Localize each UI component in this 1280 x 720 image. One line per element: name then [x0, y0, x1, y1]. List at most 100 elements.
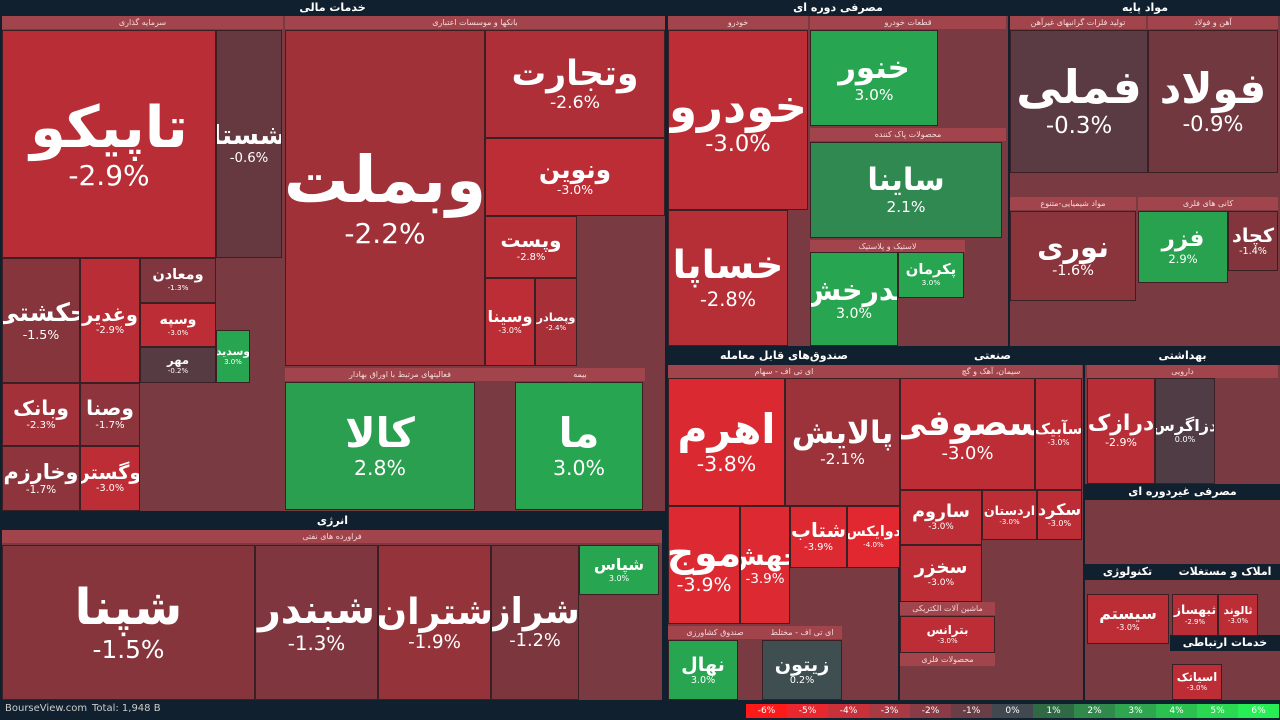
change: -2.9% — [68, 158, 150, 192]
ticker: وصنا — [86, 396, 134, 421]
stock-tile: وصنا -1.7% — [80, 383, 140, 446]
change: -3.9% — [804, 541, 833, 553]
stock-tile: وغدیر -2.9% — [80, 258, 140, 383]
legend-item: 4% — [1156, 704, 1197, 718]
change: -3.0% — [1047, 519, 1072, 528]
stock-tile: ثبهساز -2.9% — [1172, 594, 1218, 636]
ticker: وتجارت — [511, 53, 639, 94]
change: -2.2% — [344, 216, 426, 250]
stock-tile: ساینا 2.1% — [810, 142, 1002, 238]
ticker: وبملت — [285, 142, 485, 218]
legend-item: -3% — [869, 704, 910, 718]
stock-tile: خنور 3.0% — [810, 30, 938, 126]
ticker: ومعادن — [152, 267, 204, 284]
ticker: موج — [668, 530, 740, 575]
ticker: ونوین — [538, 154, 612, 184]
ticker: وگستر — [80, 461, 140, 485]
group-header: سرمایه گذاری — [2, 16, 283, 29]
ticker: سصوفی — [901, 402, 1034, 444]
change: -3.0% — [1116, 623, 1140, 632]
change: -3.0% — [556, 182, 594, 198]
legend-item: -2% — [910, 704, 951, 718]
ticker: شپنا — [74, 578, 183, 637]
stock-tile: پالایش -2.1% — [785, 378, 900, 506]
ticker: زیتون — [774, 652, 830, 676]
sector-header: صندوق‌های قابل معامله — [668, 348, 900, 364]
change: -1.2% — [509, 631, 561, 652]
sector-header: مواد پایه — [1010, 0, 1280, 16]
stock-tile: جهش-3.9% — [740, 506, 790, 624]
change: -1.3% — [167, 283, 189, 293]
sector-header: تکنولوژی — [1085, 564, 1170, 580]
stock-tile: وپست -2.8% — [485, 216, 577, 278]
sector-header: صنعتی — [900, 348, 1085, 364]
stock-tile: وبملت -2.2% — [285, 30, 485, 366]
site-name: BourseView.com — [5, 703, 88, 714]
ticker: سکرد — [1037, 500, 1082, 520]
legend-item: -5% — [787, 704, 828, 718]
group-header: محصولات پاک کننده — [810, 128, 1006, 141]
stock-tile: وخارزم -1.7% — [2, 446, 80, 511]
stock-tile: تاپیکو -2.9% — [2, 30, 216, 258]
change: -2.3% — [26, 419, 56, 431]
stock-tile: شپنا -1.5% — [2, 545, 255, 700]
change: -3.0% — [498, 326, 522, 336]
ticker: شتران — [378, 589, 491, 633]
change: -1.5% — [92, 634, 165, 664]
stock-tile: سیستم -3.0% — [1087, 594, 1169, 644]
ticker: شبندر — [257, 586, 376, 633]
stock-tile: وسینا -3.0% — [485, 278, 535, 366]
stock-tile: شپاس 3.0% — [579, 545, 659, 595]
group-header: صندوق کشاورزی — [668, 626, 762, 639]
stock-tile: فملی -0.3% — [1010, 30, 1148, 173]
stock-tile: بترانس -3.0% — [900, 616, 995, 653]
stock-tile: ثالوند -3.0% — [1218, 594, 1258, 636]
stock-tile: خودرو -3.0% — [668, 30, 808, 210]
ticker: فولاد — [1159, 63, 1267, 113]
change: 3.0% — [552, 456, 605, 481]
change: 3.0% — [921, 277, 941, 287]
change: -2.6% — [549, 92, 601, 113]
stock-tile: ومعادن -1.3% — [140, 258, 216, 303]
change: 3.0% — [608, 574, 630, 583]
stock-tile: شبندر -1.3% — [255, 545, 378, 700]
stock-tile: اردستان -3.0% — [982, 490, 1037, 540]
stock-tile: موج -3.9% — [668, 506, 740, 624]
legend-item: -6% — [746, 704, 787, 718]
group-header: مواد شیمیایی-متنوع — [1010, 197, 1136, 210]
change: -2.9% — [1184, 617, 1206, 626]
ticker: مهر — [167, 353, 189, 368]
stock-tile: نهال 3.0% — [668, 640, 738, 700]
change: -0.2% — [167, 367, 189, 376]
stock-tile: فزر 2.9% — [1138, 211, 1228, 283]
stock-tile: اهرم -3.8% — [668, 378, 785, 506]
ticker: ساروم — [912, 501, 970, 522]
group-header: بیمه — [515, 368, 645, 381]
legend-item: 3% — [1115, 704, 1156, 718]
change: -3.0% — [167, 327, 189, 337]
change: -3.0% — [1047, 437, 1070, 447]
group-header: خودرو — [668, 16, 808, 29]
stock-tile: پدرخش3.0% — [810, 252, 898, 346]
change: 3.0% — [224, 358, 242, 367]
ticker: خودرو — [668, 79, 808, 133]
change: -2.9% — [1105, 436, 1137, 450]
stock-tile: وسپه -3.0% — [140, 303, 216, 347]
ticker: اسیاتک — [1176, 670, 1218, 685]
ticker: وپست — [500, 229, 562, 253]
group-header: تولید فلزات گرانبهای غیرآهن — [1010, 16, 1146, 29]
ticker: درازک — [1087, 411, 1155, 437]
change: -3.0% — [927, 578, 955, 589]
stock-tile: ما 3.0% — [515, 382, 643, 510]
legend-item: 5% — [1197, 704, 1238, 718]
change: -3.0% — [928, 521, 954, 532]
ticker: وغدیر — [82, 303, 138, 327]
ticker: سآبیک — [1035, 420, 1082, 439]
ticker: ثبهساز — [1173, 603, 1217, 617]
stock-tile: سصوفی-3.0% — [900, 378, 1035, 490]
stock-tile: فولاد -0.9% — [1148, 30, 1278, 173]
change: -1.4% — [1239, 245, 1267, 257]
stock-tile: وپصادر -2.4% — [535, 278, 577, 366]
stock-tile: وبانک -2.3% — [2, 383, 80, 446]
